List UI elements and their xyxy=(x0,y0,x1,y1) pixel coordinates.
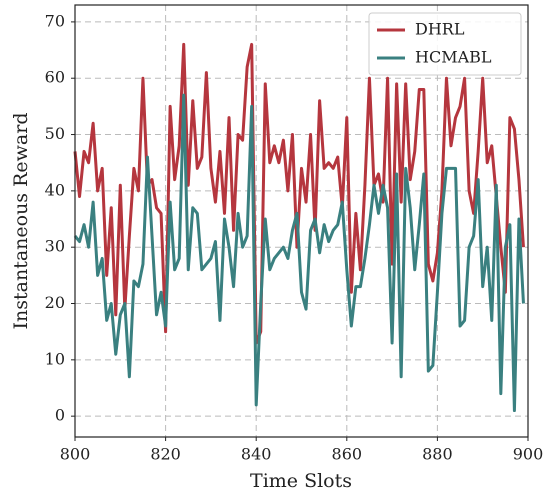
y-tick-label: 10 xyxy=(45,349,65,368)
x-axis-label: Time Slots xyxy=(250,470,352,492)
y-tick-label: 40 xyxy=(45,180,65,199)
x-tick-label: 880 xyxy=(422,445,453,464)
line-series xyxy=(73,93,525,413)
y-tick-label: 60 xyxy=(45,68,65,87)
y-tick-label: 50 xyxy=(45,124,65,143)
legend-box xyxy=(368,12,522,76)
legend-label: HCMABL xyxy=(415,48,492,67)
x-tick-label: 820 xyxy=(150,445,181,464)
x-tick-label: 900 xyxy=(513,445,544,464)
y-tick-label: 70 xyxy=(45,11,65,30)
x-tick-label: 840 xyxy=(241,445,272,464)
x-tick-label: 860 xyxy=(332,445,363,464)
y-tick-label: 0 xyxy=(55,406,65,425)
plot-frame xyxy=(74,4,529,438)
x-tick-label: 800 xyxy=(60,445,91,464)
y-axis-label: Instantaneous Reward xyxy=(10,113,32,330)
y-tick-label: 20 xyxy=(45,293,65,312)
legend-label: DHRL xyxy=(415,20,465,39)
y-tick-label: 30 xyxy=(45,237,65,256)
